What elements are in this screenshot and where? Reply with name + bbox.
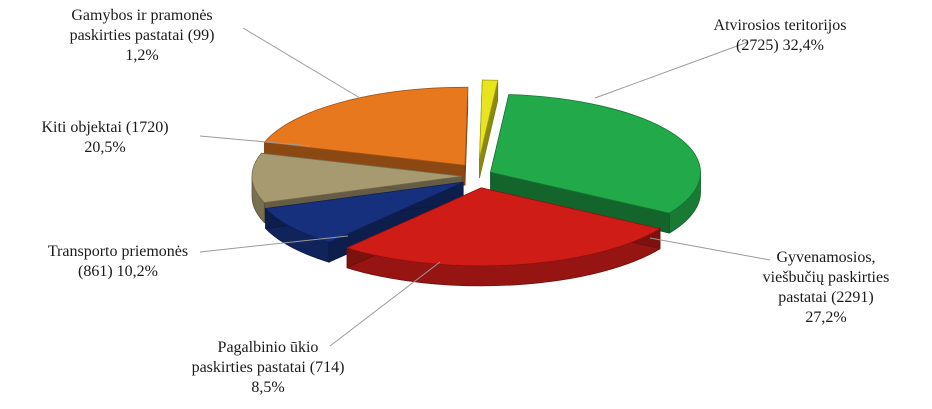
slice-label-line: Transporto priemonės <box>48 243 188 260</box>
leader-line <box>329 261 441 347</box>
slice-label-line: Kiti objektai (1720) <box>41 119 168 136</box>
slice-label-line: viešbučių paskirties <box>763 269 890 286</box>
pie-slice-top <box>263 86 469 166</box>
pie-slice <box>490 94 701 234</box>
pie-slice-top <box>264 181 464 243</box>
pie-slices <box>251 79 701 287</box>
slice-label-line: 8,5% <box>251 379 284 396</box>
leader-line <box>242 27 361 99</box>
leader-line <box>199 135 311 147</box>
pie-slice-top <box>479 79 499 159</box>
slice-label-line: (2725) 32,4% <box>736 37 824 54</box>
slice-label-line: pastatai (2291) <box>778 289 874 306</box>
slice-label: Kiti objektai (1720) 20,5% <box>41 119 168 156</box>
slice-label: Pagalbinio ūkio paskirties pastatai (714)… <box>192 339 345 396</box>
slice-label: Gyvenamosios, viešbučių paskirties pastata… <box>763 249 890 326</box>
slice-label: Transporto priemonės (861) 10,2% <box>48 243 188 280</box>
slice-label-line: Gyvenamosios, <box>776 249 875 266</box>
slice-label-line: 27,2% <box>805 309 846 326</box>
pie-slice-top <box>251 152 463 203</box>
slice-label-line: Gamybos ir pramonės <box>71 7 212 24</box>
leader-line <box>594 41 749 99</box>
slice-label: Gamybos ir pramonės paskirties pastatai (… <box>70 7 215 64</box>
leader-line <box>649 237 771 261</box>
slice-label-line: Atvirosios teritorijos <box>714 17 847 34</box>
slice-label-line: Pagalbinio ūkio <box>218 339 319 356</box>
pie-slice <box>479 79 499 179</box>
slice-label-line: (861) 10,2% <box>78 263 158 280</box>
slice-label-line: paskirties pastatai (714) <box>192 359 345 376</box>
pie-slice <box>345 187 662 287</box>
slice-label-line: 20,5% <box>84 139 125 156</box>
pie-slice-top <box>490 94 701 214</box>
pie-slice-top <box>345 187 662 267</box>
slice-label: Atvirosios teritorijos (2725) 32,4% <box>714 17 847 54</box>
leader-line <box>199 235 349 253</box>
pie-labels: Atvirosios teritorijos (2725) 32,4% Gyvena… <box>41 7 889 396</box>
slice-label-line: paskirties pastatai (99) <box>70 27 215 44</box>
slice-label-line: 1,2% <box>125 47 158 64</box>
